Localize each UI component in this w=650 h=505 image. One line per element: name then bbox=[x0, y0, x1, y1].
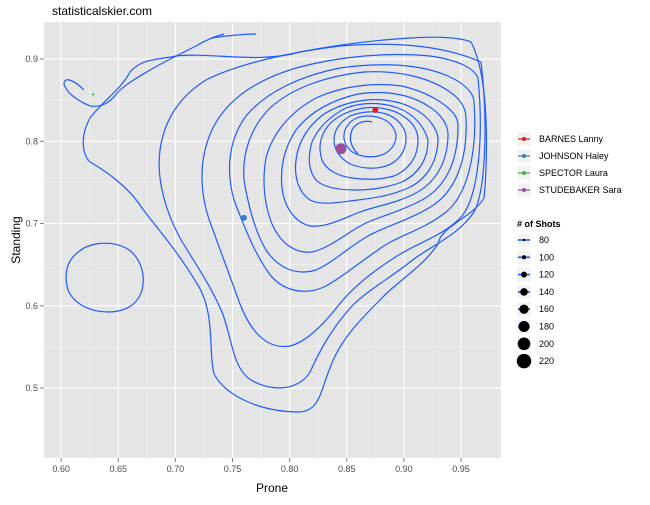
legend-label: BARNES Lanny bbox=[539, 134, 604, 144]
data-point bbox=[335, 143, 347, 155]
x-tick-label: 0.90 bbox=[395, 464, 413, 474]
contour-16 bbox=[210, 33, 257, 39]
y-tick-label: 0.5 bbox=[25, 383, 38, 393]
size-legend-key-dot bbox=[522, 238, 526, 242]
data-point bbox=[241, 214, 247, 221]
size-legend-key-dot bbox=[520, 288, 528, 296]
size-legend-title: # of Shots bbox=[517, 219, 561, 229]
y-tick-label: 0.7 bbox=[25, 219, 38, 229]
size-legend-label: 160 bbox=[539, 304, 554, 314]
size-legend-key-dot bbox=[521, 255, 527, 260]
y-axis: 0.5 0.6 0.7 0.8 0.9 bbox=[25, 54, 44, 393]
size-legend-label: 180 bbox=[539, 322, 554, 332]
contour-11 bbox=[333, 111, 407, 169]
size-legend: 80 100 120 140 160 180 200 220 bbox=[516, 232, 554, 369]
contour-3 bbox=[201, 53, 481, 348]
x-tick-label: 0.95 bbox=[452, 464, 470, 474]
y-tick-label: 0.6 bbox=[25, 301, 38, 311]
contour-12 bbox=[343, 115, 397, 158]
x-axis-title: Prone bbox=[256, 481, 288, 495]
y-axis-title: Standing bbox=[9, 216, 23, 263]
contour-2 bbox=[158, 43, 486, 389]
size-legend-key-dot bbox=[517, 337, 531, 351]
y-tick-label: 0.8 bbox=[25, 136, 38, 146]
x-tick-label: 0.85 bbox=[338, 464, 356, 474]
size-legend-label: 200 bbox=[539, 339, 554, 349]
contour-7 bbox=[280, 91, 449, 227]
size-legend-label: 80 bbox=[539, 235, 549, 245]
size-legend-key-dot bbox=[519, 304, 529, 314]
x-tick-label: 0.80 bbox=[281, 464, 299, 474]
y-tick-label: 0.9 bbox=[25, 54, 38, 64]
legend-label: JOHNSON Haley bbox=[539, 151, 609, 161]
legend-key-dot bbox=[522, 137, 526, 141]
contour-15 bbox=[65, 242, 144, 313]
contour-14 bbox=[63, 33, 225, 107]
size-legend-key-dot bbox=[516, 353, 532, 369]
data-point bbox=[372, 107, 379, 113]
contour-6 bbox=[263, 83, 459, 253]
legend-label: SPECTOR Laura bbox=[539, 168, 608, 178]
legend-key-dot bbox=[522, 154, 526, 158]
size-legend-label: 100 bbox=[539, 252, 554, 262]
watermark: statisticalskier.com bbox=[52, 4, 152, 18]
plot-panel bbox=[44, 22, 501, 458]
legend-key-dot bbox=[522, 171, 526, 175]
x-tick-label: 0.75 bbox=[224, 464, 242, 474]
size-legend-label: 120 bbox=[539, 270, 554, 280]
grid bbox=[44, 22, 501, 458]
contour-4 bbox=[228, 64, 476, 292]
x-axis: 0.60 0.65 0.70 0.75 0.80 0.85 0.90 0.95 bbox=[52, 458, 470, 474]
contour-8 bbox=[294, 99, 439, 204]
size-legend-label: 220 bbox=[539, 356, 554, 366]
data-point bbox=[91, 93, 95, 96]
size-legend-key-dot bbox=[518, 321, 530, 332]
contour-lines bbox=[63, 33, 488, 413]
size-legend-label: 140 bbox=[539, 287, 554, 297]
contour-1 bbox=[82, 36, 488, 413]
contour-13 bbox=[349, 120, 373, 155]
color-legend: BARNES Lanny JOHNSON Haley SPECTOR Laura ST… bbox=[516, 131, 622, 198]
x-tick-label: 0.65 bbox=[109, 464, 127, 474]
x-tick-label: 0.70 bbox=[167, 464, 185, 474]
legend-key-dot bbox=[522, 188, 526, 192]
data-points bbox=[91, 93, 379, 221]
x-tick-label: 0.60 bbox=[52, 464, 70, 474]
contour-10 bbox=[319, 106, 419, 180]
contour-9 bbox=[308, 102, 429, 191]
contour-5 bbox=[243, 71, 467, 273]
size-legend-key-dot bbox=[521, 271, 527, 278]
legend-label: STUDEBAKER Sara bbox=[539, 185, 622, 195]
